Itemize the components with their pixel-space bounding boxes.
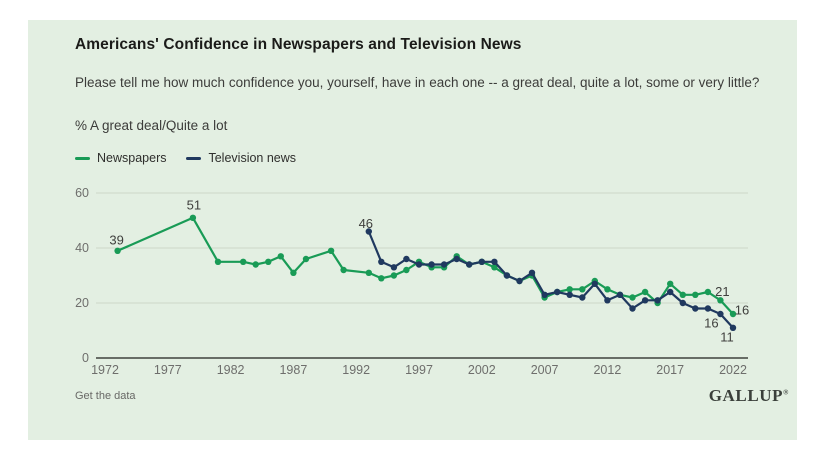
- x-tick-label: 2012: [593, 363, 621, 377]
- x-tick-label: 1987: [279, 363, 307, 377]
- television-news-point: [591, 280, 598, 287]
- y-tick-label: 40: [75, 241, 89, 255]
- television-news-point: [528, 269, 536, 276]
- annotation-newspapers-2022: 16: [735, 303, 749, 318]
- newspapers-point: [365, 269, 372, 276]
- newspapers-point: [717, 297, 724, 304]
- television-news-point: [440, 261, 448, 268]
- y-tick-label: 0: [82, 351, 89, 365]
- chart-card: Americans' Confidence in Newspapers and …: [28, 20, 797, 440]
- y-tick-label: 60: [75, 186, 89, 200]
- chart-title: Americans' Confidence in Newspapers and …: [75, 36, 522, 53]
- television-news-line: [367, 230, 735, 329]
- television-news-line-swatch: [186, 156, 202, 160]
- newspapers-point: [265, 258, 272, 265]
- newspapers-point: [189, 214, 197, 221]
- newspapers-point: [629, 294, 636, 301]
- y-tick-label: 20: [75, 296, 89, 310]
- newspapers-point: [704, 288, 712, 296]
- television-news-point: [378, 258, 385, 265]
- chart-legend: Newspapers Television news: [75, 151, 296, 165]
- newspapers-point: [290, 269, 297, 276]
- newspapers-point: [390, 272, 398, 279]
- television-news-point: [604, 297, 611, 304]
- television-news-point: [390, 264, 398, 271]
- newspapers-point: [240, 258, 247, 265]
- television-news-point: [616, 291, 624, 298]
- newspapers-line-swatch: [75, 156, 90, 160]
- survey-question: Please tell me how much confidence you, …: [75, 75, 760, 90]
- newspapers-point: [277, 253, 284, 260]
- television-news-point: [629, 305, 636, 312]
- metric-label: % A great deal/Quite a lot: [75, 118, 228, 133]
- x-tick-label: 2007: [531, 363, 559, 377]
- annotation-newspapers-1979: 51: [187, 197, 201, 212]
- newspapers-point: [327, 247, 335, 254]
- registered-mark: ®: [783, 388, 789, 397]
- newspapers-point: [403, 266, 410, 274]
- newspapers-point: [340, 266, 347, 274]
- newspapers-point: [302, 255, 310, 263]
- television-news-point: [503, 272, 511, 279]
- television-news-point: [541, 291, 548, 298]
- newspapers-point: [378, 275, 385, 282]
- television-news-point: [466, 261, 473, 268]
- x-tick-label: 2022: [719, 363, 747, 377]
- newspapers-point: [566, 286, 573, 293]
- confidence-line-chart: 0 20 40 60 1972 1977 1982 1987 1992 1997 2002 2007 2…: [75, 186, 749, 377]
- television-news-point: [415, 261, 423, 268]
- newspapers-point: [114, 247, 121, 254]
- television-news-point: [654, 297, 661, 304]
- legend-label-television-news: Television news: [208, 151, 297, 165]
- annotation-television-news-1993: 46: [359, 216, 373, 231]
- television-news-point: [692, 305, 699, 312]
- newspapers-line: [116, 216, 735, 316]
- legend-label-newspapers: Newspapers: [97, 151, 167, 165]
- annotation-newspapers-2021: 21: [715, 284, 729, 299]
- television-news-point: [453, 255, 460, 263]
- x-tick-label: 1992: [342, 363, 370, 377]
- annotation-television-news-2021: 16: [704, 316, 718, 331]
- newspapers-point: [729, 310, 737, 318]
- television-news-point: [428, 261, 435, 268]
- newspapers-point: [252, 261, 259, 268]
- newspapers-point: [491, 264, 498, 271]
- television-news-point: [554, 288, 561, 296]
- television-news-point: [365, 228, 372, 235]
- newspapers-point: [679, 291, 686, 298]
- gallup-wordmark: GALLUP: [708, 386, 784, 405]
- x-tick-label: 2017: [656, 363, 684, 377]
- television-news-point: [491, 258, 498, 265]
- television-news-point: [679, 299, 686, 307]
- newspapers-point: [604, 286, 611, 293]
- newspapers-point: [692, 291, 699, 298]
- x-tick-label: 1977: [154, 363, 182, 377]
- television-news-point: [516, 277, 523, 285]
- get-the-data-link[interactable]: Get the data: [75, 390, 136, 402]
- television-news-point: [478, 258, 485, 265]
- annotation-television-news-2022: 11: [720, 329, 734, 344]
- newspapers-point: [579, 286, 586, 293]
- television-news-point: [667, 288, 674, 296]
- gallup-logo: GALLUP®: [709, 386, 789, 406]
- television-news-point: [729, 324, 737, 331]
- x-tick-label: 1997: [405, 363, 433, 377]
- television-news-point: [717, 310, 724, 318]
- television-news-point: [403, 255, 410, 263]
- television-news-point: [641, 297, 649, 304]
- television-news-point: [566, 291, 573, 298]
- newspapers-point: [667, 280, 674, 287]
- television-news-point: [704, 305, 712, 312]
- legend-item-television-news: Television news: [186, 151, 296, 165]
- annotation-newspapers-1973: 39: [109, 232, 123, 247]
- x-tick-label: 1982: [217, 363, 245, 377]
- television-news-point: [579, 294, 586, 301]
- legend-item-newspapers: Newspapers: [75, 151, 166, 165]
- x-tick-label: 1972: [91, 363, 119, 377]
- newspapers-point: [214, 258, 222, 265]
- newspapers-point: [641, 288, 649, 296]
- x-tick-label: 2002: [468, 363, 496, 377]
